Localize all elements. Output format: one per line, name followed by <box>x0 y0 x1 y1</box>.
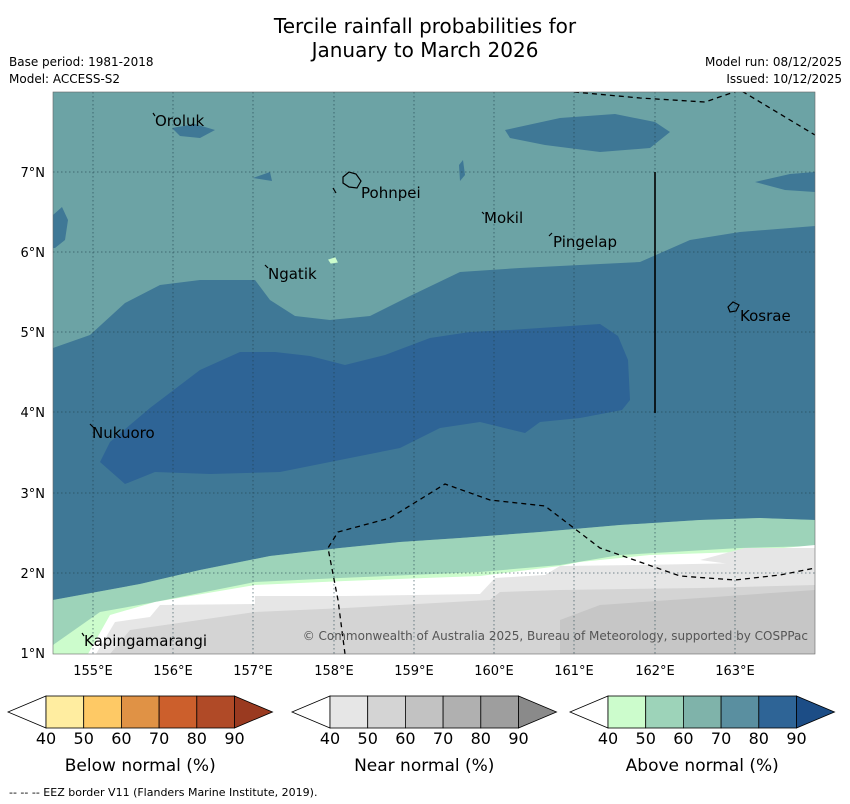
colorbar-tick-label: 50 <box>358 729 378 748</box>
colorbar-tick-label: 40 <box>598 729 618 748</box>
colorbar-tick-label: 40 <box>320 729 340 748</box>
title-line-2: January to March 2026 <box>311 38 539 62</box>
chart-title: Tercile rainfall probabilities for Janua… <box>0 14 850 62</box>
colorbar-above: 40 50 60 70 80 90 Above normal (%) <box>568 695 836 776</box>
colorbar-title: Below normal (%) <box>65 756 216 776</box>
colorbar-segment <box>720 695 760 729</box>
place-pingelap: Pingelap <box>553 233 617 251</box>
colorbar-segment <box>329 695 369 729</box>
lat-label: 1°N <box>21 647 46 662</box>
colorbar-tick-label: 70 <box>711 729 731 748</box>
colorbar-segment <box>196 695 235 729</box>
zone-near-40-east <box>700 548 815 566</box>
meta-left: Base period: 1981-2018 Model: ACCESS-S2 <box>9 54 154 88</box>
colorbar-over-triangle <box>234 695 274 729</box>
colorbar-under-triangle <box>290 695 331 729</box>
patch-above-70-north <box>505 114 670 152</box>
colorbar-under-triangle <box>6 695 47 729</box>
lat-axis: 7°N 6°N 5°N 4°N 3°N 2°N 1°N <box>21 166 46 662</box>
zone-above-80 <box>100 324 630 484</box>
eez-border <box>327 92 815 654</box>
colorbar-under-triangle <box>568 695 609 729</box>
colorbar-title: Above normal (%) <box>626 756 779 776</box>
colorbar-tick-label: 60 <box>673 729 693 748</box>
place-nukuoro: Nukuoro <box>92 424 155 442</box>
colorbar-segment <box>367 695 406 729</box>
colorbar-near: 40 50 60 70 80 90 Near normal (%) <box>290 695 558 776</box>
meta-right: Model run: 08/12/2025 Issued: 10/12/2025 <box>705 54 842 88</box>
colorbar-segment <box>480 695 519 729</box>
patch-above-70-oroluk <box>172 124 215 138</box>
base-period: Base period: 1981-2018 <box>9 55 154 69</box>
zone-near-60 <box>560 590 815 654</box>
lon-label: 158°E <box>314 664 354 679</box>
colorbar-segment <box>45 695 85 729</box>
patch-above-70-small <box>253 172 272 181</box>
lon-label: 162°E <box>635 664 675 679</box>
lon-label: 156°E <box>153 664 193 679</box>
colorbar-tick-label: 60 <box>111 729 131 748</box>
island-outlines <box>81 112 740 637</box>
place-kosrae: Kosrae <box>740 307 791 325</box>
lat-label: 6°N <box>21 246 46 261</box>
colorbar-tick-label: 70 <box>149 729 169 748</box>
gridlines <box>53 92 815 654</box>
colorbar-tick-label: 50 <box>74 729 94 748</box>
eez-footnote: -- -- -- EEZ border V11 (Flanders Marine… <box>9 786 318 799</box>
place-pohnpei: Pohnpei <box>361 184 421 202</box>
place-mokil: Mokil <box>484 209 523 227</box>
patch-above-70-west <box>53 207 68 248</box>
colorbar-segment <box>158 695 198 729</box>
colorbar-tick-label: 50 <box>636 729 656 748</box>
colorbar-segment <box>404 695 444 729</box>
colorbar-tick-label: 80 <box>471 729 491 748</box>
colorbar-segment <box>645 695 684 729</box>
colorbar-over-triangle <box>796 695 836 729</box>
colorbar-segment <box>607 695 647 729</box>
lat-label: 5°N <box>21 326 46 341</box>
place-oroluk: Oroluk <box>155 112 204 130</box>
lon-label: 163°E <box>715 664 755 679</box>
colorbar-tick-label: 80 <box>749 729 769 748</box>
colorbar-tick-label: 40 <box>36 729 56 748</box>
lat-label: 4°N <box>21 406 46 421</box>
lat-label: 7°N <box>21 166 46 181</box>
place-ngatik: Ngatik <box>268 265 317 283</box>
colorbar-tick-label: 90 <box>786 729 806 748</box>
lon-label: 159°E <box>394 664 434 679</box>
colorbar-tick-label: 70 <box>433 729 453 748</box>
lon-label: 161°E <box>554 664 594 679</box>
colorbar-title: Near normal (%) <box>354 756 494 776</box>
patch-above-70-east <box>755 172 815 192</box>
colorbar-over-triangle <box>518 695 558 729</box>
map-frame <box>52 91 816 655</box>
colorbar-segment <box>442 695 482 729</box>
place-kapingamarangi: Kapingamarangi <box>84 632 207 650</box>
copyright-notice: © Commonwealth of Australia 2025, Bureau… <box>303 629 808 643</box>
model-name: Model: ACCESS-S2 <box>9 72 121 86</box>
colorbar-tick-label: 90 <box>508 729 528 748</box>
colorbar-below: 40 50 60 70 80 90 Below normal (%) <box>6 695 274 776</box>
colorbar-segment <box>83 695 122 729</box>
patch-above-70-tiny <box>459 160 465 181</box>
colorbar-segment <box>758 695 797 729</box>
lat-label: 2°N <box>21 567 46 582</box>
colorbar-tick-label: 60 <box>395 729 415 748</box>
issued-date: Issued: 10/12/2025 <box>726 72 842 86</box>
title-line-1: Tercile rainfall probabilities for <box>273 14 577 38</box>
colorbar-tick-label: 90 <box>224 729 244 748</box>
lon-label: 155°E <box>73 664 113 679</box>
model-run: Model run: 08/12/2025 <box>704 55 842 69</box>
lon-axis: 155°E 156°E 157°E 158°E 159°E 160°E 161°… <box>73 664 755 679</box>
colorbar-tick-label: 80 <box>187 729 207 748</box>
lat-label: 3°N <box>21 487 46 502</box>
lon-label: 157°E <box>233 664 273 679</box>
lon-label: 160°E <box>474 664 514 679</box>
colorbars: 40 50 60 70 80 90 Below normal (%) 40 50 60 70 80 90… <box>6 695 836 776</box>
probability-field <box>53 92 815 654</box>
colorbar-segment <box>121 695 160 729</box>
colorbar-segment <box>683 695 722 729</box>
